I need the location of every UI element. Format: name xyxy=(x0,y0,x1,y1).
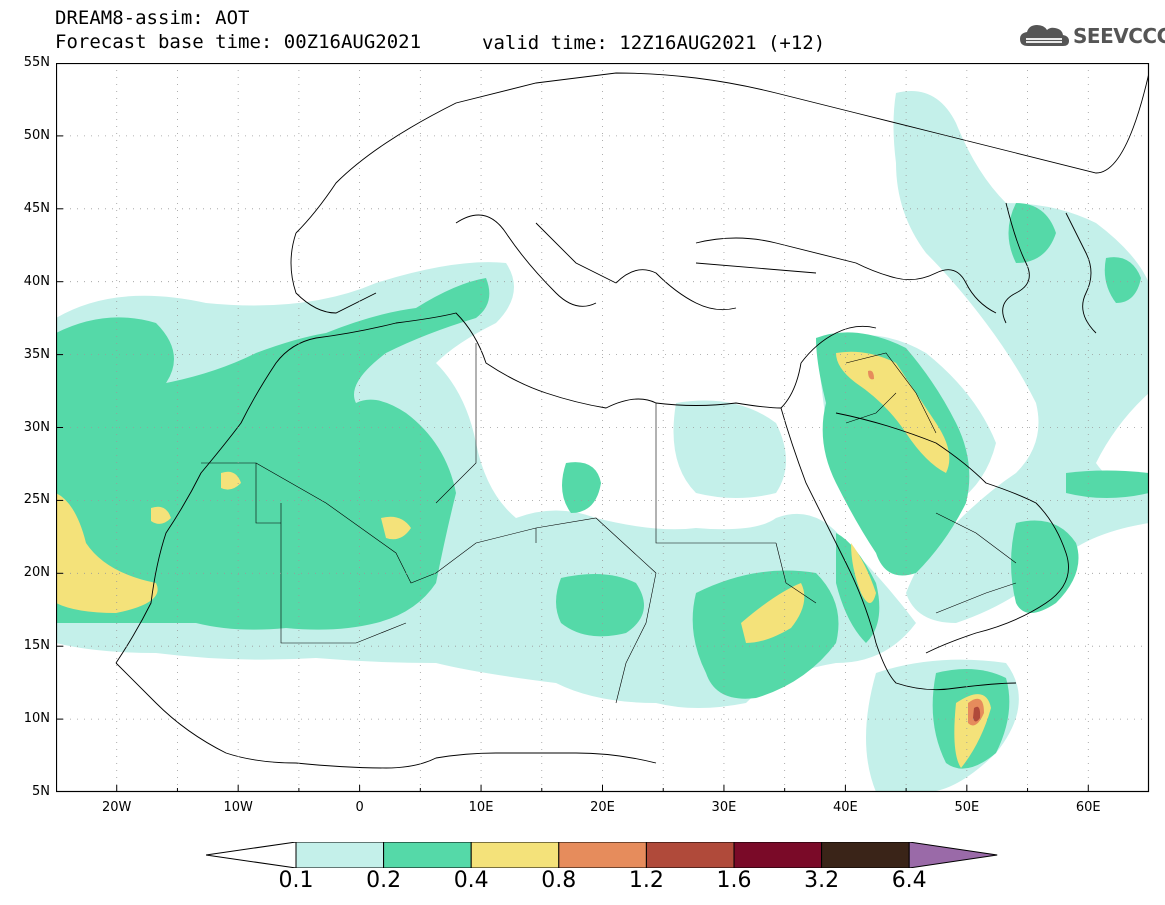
colorbar-cell xyxy=(295,842,385,868)
colorbar-cell xyxy=(558,842,647,868)
colorbar-high-arrow xyxy=(908,842,998,868)
lat-label: 15N xyxy=(23,638,50,654)
aot-level-0-2 xyxy=(56,203,1149,769)
aot-level-1-2 xyxy=(973,706,981,722)
logo-text: SEEVCCC xyxy=(1073,24,1165,48)
graticule xyxy=(56,63,1149,792)
lon-label: 50E xyxy=(954,800,980,815)
seevccc-logo: SEEVCCC xyxy=(1018,22,1165,50)
colorbar-cell xyxy=(470,842,560,868)
cloud-icon xyxy=(1020,25,1069,46)
colorbar-label: 1.2 xyxy=(628,868,664,893)
lon-label: 10E xyxy=(468,800,494,815)
colorbar-label: 3.2 xyxy=(804,868,840,893)
lat-label: 25N xyxy=(23,492,50,508)
axis-ticks xyxy=(56,135,1089,792)
lat-label: 35N xyxy=(23,346,50,362)
lat-label: 50N xyxy=(23,127,50,143)
lon-label: 60E xyxy=(1075,800,1101,815)
lat-label: 5N xyxy=(32,784,50,799)
lon-label: 10W xyxy=(223,800,253,815)
lat-label: 40N xyxy=(23,273,50,289)
lon-label: 20E xyxy=(590,800,615,815)
colorbar-label: 0.2 xyxy=(366,868,402,893)
colorbar xyxy=(206,842,998,868)
lon-label: 20W xyxy=(102,800,132,815)
lat-label: 55N xyxy=(23,55,50,70)
colorbar-cell xyxy=(383,842,472,868)
coastlines xyxy=(56,72,1149,792)
colorbar-label: 0.1 xyxy=(278,868,314,893)
aot-map xyxy=(56,63,1150,793)
colorbar-cell xyxy=(645,842,735,868)
colorbar-label: 1.6 xyxy=(716,868,752,893)
lon-label: 40E xyxy=(832,800,858,815)
title-line1: DREAM8-assim: AOT xyxy=(55,7,250,29)
colorbar-low-arrow xyxy=(206,842,297,868)
lon-label: 30E xyxy=(711,800,737,815)
colorbar-cells xyxy=(295,842,998,868)
colorbar-label: 6.4 xyxy=(891,868,927,893)
colorbar-label: 0.4 xyxy=(453,868,489,893)
lat-label: 30N xyxy=(23,419,50,435)
lat-label: 10N xyxy=(23,711,50,727)
title-line2: Forecast base time: 00Z16AUG2021 xyxy=(55,31,422,53)
aot-field xyxy=(56,91,1149,792)
lon-label: 0 xyxy=(355,800,364,815)
lat-label: 20N xyxy=(23,565,50,581)
valid-time: valid time: 12Z16AUG2021 (+12) xyxy=(482,32,826,54)
colorbar-label: 0.8 xyxy=(541,868,577,893)
colorbar-cell xyxy=(821,842,910,868)
lat-label: 45N xyxy=(23,200,50,216)
colorbar-cell xyxy=(733,842,823,868)
